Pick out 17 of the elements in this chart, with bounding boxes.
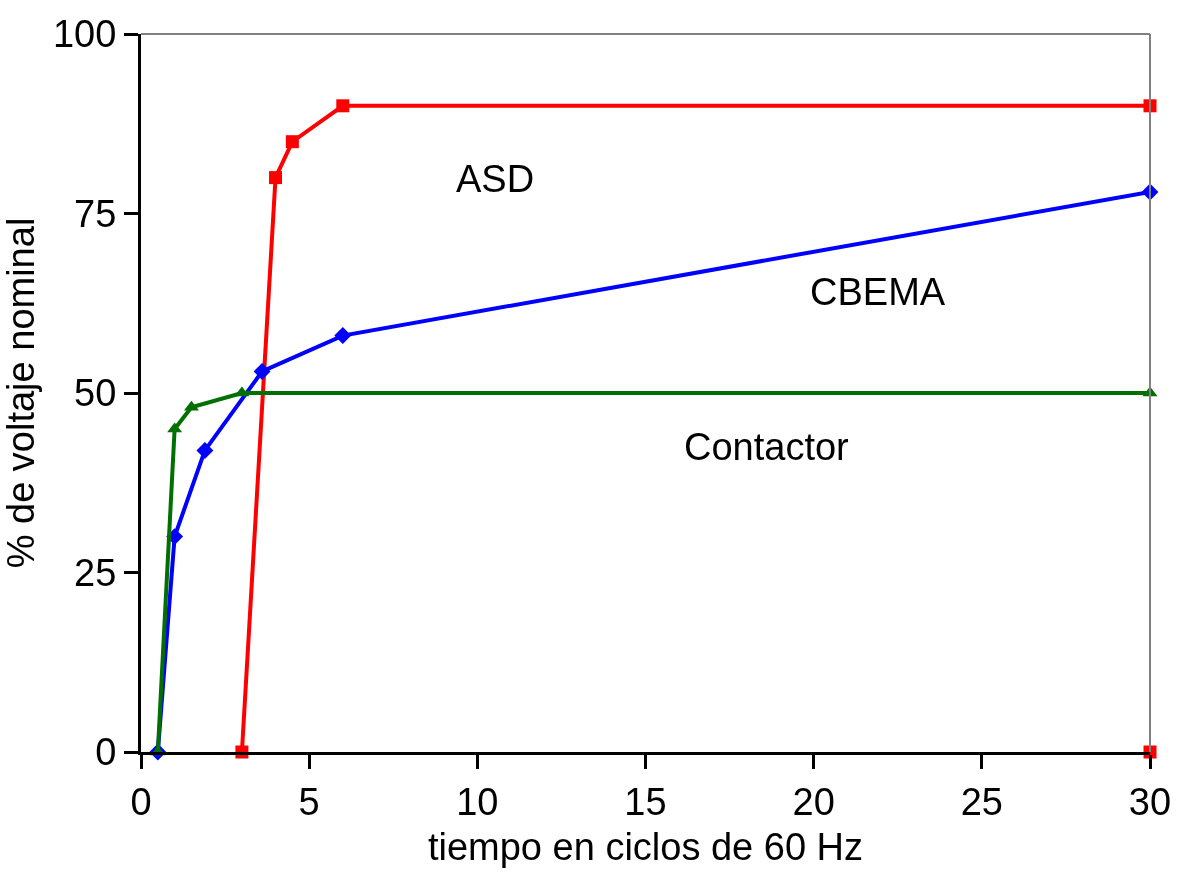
x-tick-label: 15	[624, 780, 667, 823]
x-tick-label: 0	[130, 780, 152, 823]
y-axis-title: % de voltaje nominal	[0, 217, 42, 569]
series-label: ASD	[456, 158, 535, 200]
series-label: Contactor	[684, 426, 850, 468]
x-tick-label: 5	[298, 780, 320, 823]
y-tick-label: 50	[74, 372, 117, 415]
x-tick-label: 20	[792, 780, 835, 823]
y-tick-label: 0	[95, 731, 117, 774]
x-tick-label: 30	[1128, 780, 1172, 823]
x-tick-label: 25	[960, 780, 1003, 823]
series-label: CBEMA	[810, 271, 946, 313]
y-tick-label: 25	[74, 551, 117, 594]
x-tick-label: 10	[456, 780, 499, 823]
x-axis-title: tiempo en ciclos de 60 Hz	[427, 825, 864, 868]
y-tick-label: 100	[52, 13, 117, 56]
y-tick-label: 75	[74, 192, 117, 235]
